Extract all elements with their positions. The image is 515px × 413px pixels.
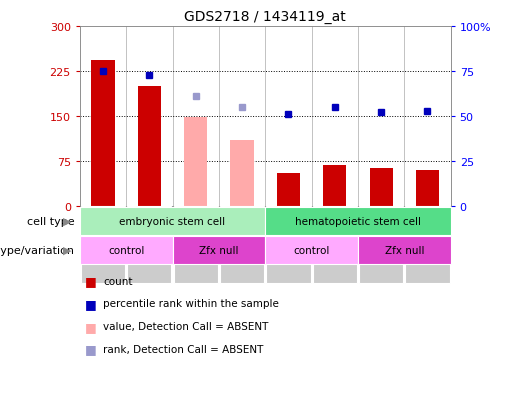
Text: rank, Detection Call = ABSENT: rank, Detection Call = ABSENT bbox=[103, 344, 263, 354]
Bar bbox=[184, 118, 207, 206]
Text: Zfx null: Zfx null bbox=[385, 245, 424, 255]
Bar bbox=[231, 140, 253, 206]
Bar bbox=[369, 169, 392, 206]
Text: embryonic stem cell: embryonic stem cell bbox=[119, 216, 226, 226]
Text: value, Detection Call = ABSENT: value, Detection Call = ABSENT bbox=[103, 321, 268, 331]
Title: GDS2718 / 1434119_at: GDS2718 / 1434119_at bbox=[184, 10, 346, 24]
Text: control: control bbox=[108, 245, 144, 255]
Bar bbox=[416, 171, 439, 206]
Text: ■: ■ bbox=[85, 274, 97, 287]
Text: ▶: ▶ bbox=[63, 216, 71, 226]
Text: hematopoietic stem cell: hematopoietic stem cell bbox=[295, 216, 421, 226]
Text: Zfx null: Zfx null bbox=[199, 245, 238, 255]
Text: cell type: cell type bbox=[27, 216, 75, 226]
Bar bbox=[138, 87, 161, 206]
Bar bbox=[92, 61, 114, 206]
Bar bbox=[277, 173, 300, 206]
Text: genotype/variation: genotype/variation bbox=[0, 245, 75, 255]
Text: ■: ■ bbox=[85, 297, 97, 310]
Text: ■: ■ bbox=[85, 342, 97, 356]
Text: percentile rank within the sample: percentile rank within the sample bbox=[103, 299, 279, 309]
Text: control: control bbox=[294, 245, 330, 255]
Text: ▶: ▶ bbox=[63, 245, 71, 255]
Text: ■: ■ bbox=[85, 320, 97, 333]
Bar bbox=[323, 166, 346, 206]
Text: count: count bbox=[103, 276, 132, 286]
